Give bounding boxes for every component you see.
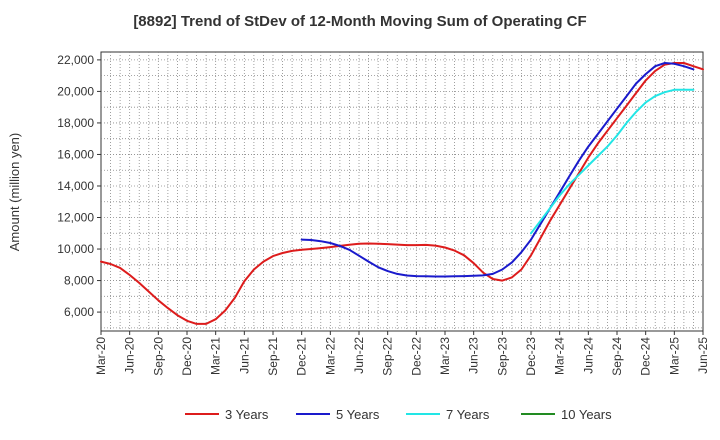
y-tick-label: 14,000 bbox=[57, 179, 94, 193]
x-tick-label: Mar-22 bbox=[323, 337, 337, 375]
series-line-7-years bbox=[530, 88, 695, 235]
legend-label-3-years: 3 Years bbox=[225, 407, 269, 422]
x-tick-label: Jun-21 bbox=[237, 337, 251, 374]
x-tick-label: Sep-23 bbox=[495, 337, 509, 376]
chart-title: [8892] Trend of StDev of 12-Month Moving… bbox=[133, 13, 586, 30]
x-tick-label: Mar-24 bbox=[553, 337, 567, 375]
y-axis-label: Amount (million yen) bbox=[7, 133, 22, 252]
x-tick-label: Jun-24 bbox=[581, 337, 595, 374]
x-tick-label: Mar-25 bbox=[667, 337, 681, 375]
series-line-3-years bbox=[100, 62, 704, 325]
y-tick-label: 18,000 bbox=[57, 116, 94, 130]
legend-label-10-years: 10 Years bbox=[561, 407, 612, 422]
series-line-5-years bbox=[300, 62, 695, 278]
x-tick-label: Sep-20 bbox=[151, 337, 165, 376]
plot-frame bbox=[100, 51, 704, 332]
y-tick-label: 20,000 bbox=[57, 84, 94, 98]
x-axis-ticks: Mar-20 Jun-20 Sep-20 Dec-20 Mar-21 Jun-21 Sep-… bbox=[94, 331, 710, 376]
legend-label-7-years: 7 Years bbox=[446, 407, 490, 422]
y-tick-label: 16,000 bbox=[57, 147, 94, 161]
x-tick-label: Jun-22 bbox=[352, 337, 366, 374]
series-lines bbox=[100, 62, 704, 325]
y-axis-ticks: 6,000 8,000 10,000 12,000 14,000 16,000 18,000… bbox=[57, 53, 101, 319]
x-tick-label: Dec-20 bbox=[180, 337, 194, 376]
x-tick-label: Mar-23 bbox=[438, 337, 452, 375]
plot-area bbox=[100, 51, 704, 332]
x-tick-label: Mar-21 bbox=[209, 337, 223, 375]
x-tick-label: Mar-20 bbox=[94, 337, 108, 375]
x-tick-label: Jun-20 bbox=[123, 337, 137, 374]
y-tick-label: 10,000 bbox=[57, 242, 94, 256]
x-tick-label: Jun-25 bbox=[696, 337, 710, 374]
y-tick-label: 12,000 bbox=[57, 211, 94, 225]
x-tick-label: Dec-23 bbox=[524, 337, 538, 376]
x-tick-label: Jun-23 bbox=[467, 337, 481, 374]
y-tick-label: 8,000 bbox=[64, 274, 94, 288]
y-tick-label: 6,000 bbox=[64, 305, 94, 319]
x-tick-label: Dec-21 bbox=[295, 337, 309, 376]
x-tick-label: Sep-21 bbox=[266, 337, 280, 376]
x-tick-label: Dec-22 bbox=[409, 337, 423, 376]
x-tick-label: Sep-22 bbox=[381, 337, 395, 376]
y-tick-label: 22,000 bbox=[57, 53, 94, 67]
legend-label-5-years: 5 Years bbox=[336, 407, 380, 422]
x-tick-label: Sep-24 bbox=[610, 337, 624, 376]
x-tick-label: Dec-24 bbox=[639, 337, 653, 376]
legend: 3 Years 5 Years 7 Years 10 Years bbox=[185, 407, 612, 422]
